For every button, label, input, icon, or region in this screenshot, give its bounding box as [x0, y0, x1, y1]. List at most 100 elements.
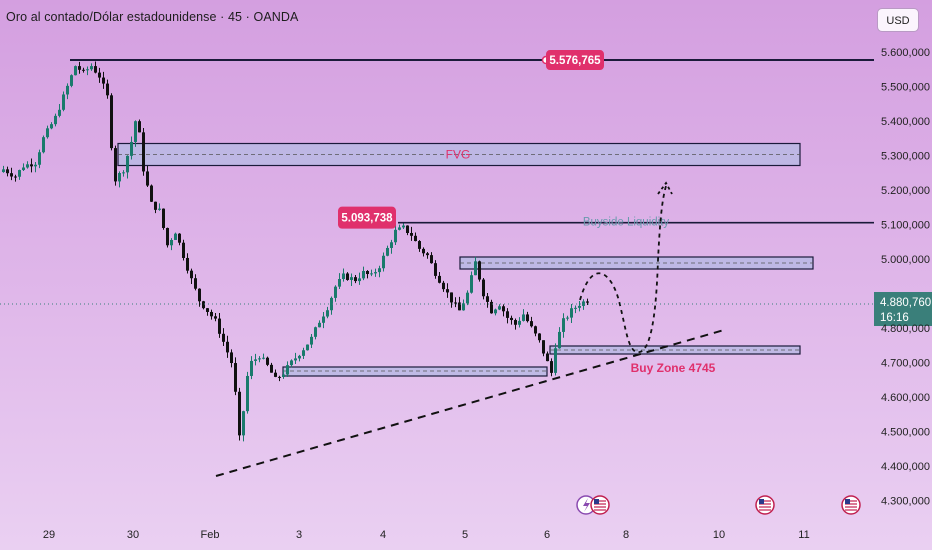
candle-body	[146, 171, 149, 186]
candle-body	[338, 279, 341, 287]
candle-body	[374, 272, 377, 274]
candle-body	[114, 148, 117, 182]
candle-body	[178, 233, 181, 243]
candle-body	[86, 69, 89, 71]
candle-body	[438, 275, 441, 283]
candle-body	[490, 301, 493, 314]
candle-body	[390, 242, 393, 248]
candle-body	[46, 128, 49, 138]
candle-body	[530, 321, 533, 327]
buy-zone-label: Buy Zone 4745	[631, 361, 716, 375]
x-tick-label: Feb	[201, 529, 220, 541]
event-badges	[576, 495, 861, 515]
candle-body	[246, 375, 249, 412]
y-tick-label: 4.300,000	[881, 496, 930, 508]
candle-body	[326, 310, 329, 317]
candle-body	[406, 225, 409, 233]
projection-path	[579, 185, 667, 354]
candle-body	[294, 358, 297, 361]
candle-body	[198, 288, 201, 302]
y-tick-label: 4.500,000	[881, 427, 930, 439]
candle-body	[122, 172, 125, 174]
candle-body	[522, 314, 525, 321]
y-tick-label: 5.300,000	[881, 151, 930, 163]
current-price-label: 4.880,760	[880, 297, 931, 309]
candle-body	[282, 374, 285, 377]
candle-body	[486, 296, 489, 302]
candle-body	[410, 232, 413, 236]
candle-body	[370, 273, 373, 275]
candle-body	[414, 235, 417, 242]
candle-body	[426, 253, 429, 256]
candle-body	[50, 124, 53, 129]
candle-body	[98, 72, 101, 78]
candle-body	[358, 278, 361, 282]
candle-body	[382, 255, 385, 269]
trendline	[215, 329, 725, 477]
candle-body	[566, 317, 569, 319]
y-tick-label: 5.000,000	[881, 254, 930, 266]
candle-body	[106, 83, 109, 96]
candle-body	[30, 164, 33, 167]
candle-body	[450, 292, 453, 303]
candle-body	[14, 176, 17, 178]
candle-body	[66, 85, 69, 95]
x-tick-label: 6	[544, 529, 550, 541]
y-tick-label: 5.100,000	[881, 220, 930, 232]
y-axis[interactable]: 5.600,000 5.500,000 5.400,000 5.300,000 5.20…	[881, 47, 930, 508]
candle-body	[586, 301, 589, 303]
candle-body	[322, 316, 325, 323]
candle-body	[154, 201, 157, 210]
candle-body	[138, 121, 141, 133]
lightning-icon	[583, 498, 590, 512]
candle-body	[538, 333, 541, 341]
candle-body	[186, 257, 189, 271]
candle-body	[394, 229, 397, 243]
candle-body	[302, 350, 305, 356]
x-tick-label: 8	[623, 529, 629, 541]
candle-body	[462, 303, 465, 311]
candles-layer	[2, 61, 589, 442]
candle-body	[510, 317, 513, 321]
candle-body	[562, 318, 565, 332]
current-price-tag	[874, 292, 932, 326]
candle-body	[22, 167, 25, 171]
candle-body	[130, 141, 133, 156]
x-axis[interactable]: 29 30 Feb 3 4 5 6 8 10 11	[43, 529, 810, 541]
candle-body	[466, 292, 469, 304]
candle-body	[78, 66, 81, 70]
candle-body	[258, 358, 261, 360]
fvg-label: FVG	[446, 148, 471, 162]
candle-body	[238, 391, 241, 436]
candle-body	[578, 305, 581, 308]
y-tick-label: 4.400,000	[881, 461, 930, 473]
candle-body	[330, 297, 333, 311]
candle-body	[274, 372, 277, 377]
buyside-price-label: 5.093,738	[341, 213, 393, 225]
candle-body	[18, 170, 21, 177]
candle-body	[362, 270, 365, 279]
buyside-liquidity-label: Buyside Liquidity	[583, 217, 670, 229]
candle-body	[62, 94, 65, 110]
candle-body	[290, 360, 293, 366]
candle-body	[314, 327, 317, 337]
candle-body	[266, 357, 269, 365]
candle-body	[470, 275, 473, 293]
candle-body	[110, 95, 113, 149]
candle-body	[6, 169, 9, 174]
projection-arrowhead	[657, 181, 673, 195]
y-tick-label: 5.400,000	[881, 116, 930, 128]
candle-body	[82, 69, 85, 71]
candle-body	[422, 248, 425, 254]
candle-body	[150, 185, 153, 202]
candle-body	[278, 376, 281, 378]
currency-button[interactable]: USD	[877, 8, 919, 32]
candle-body	[166, 227, 169, 246]
candle-body	[34, 164, 37, 167]
candle-body	[158, 208, 161, 210]
candle-body	[342, 273, 345, 280]
candle-body	[54, 115, 57, 125]
candle-body	[102, 77, 105, 84]
candle-body	[494, 309, 497, 314]
